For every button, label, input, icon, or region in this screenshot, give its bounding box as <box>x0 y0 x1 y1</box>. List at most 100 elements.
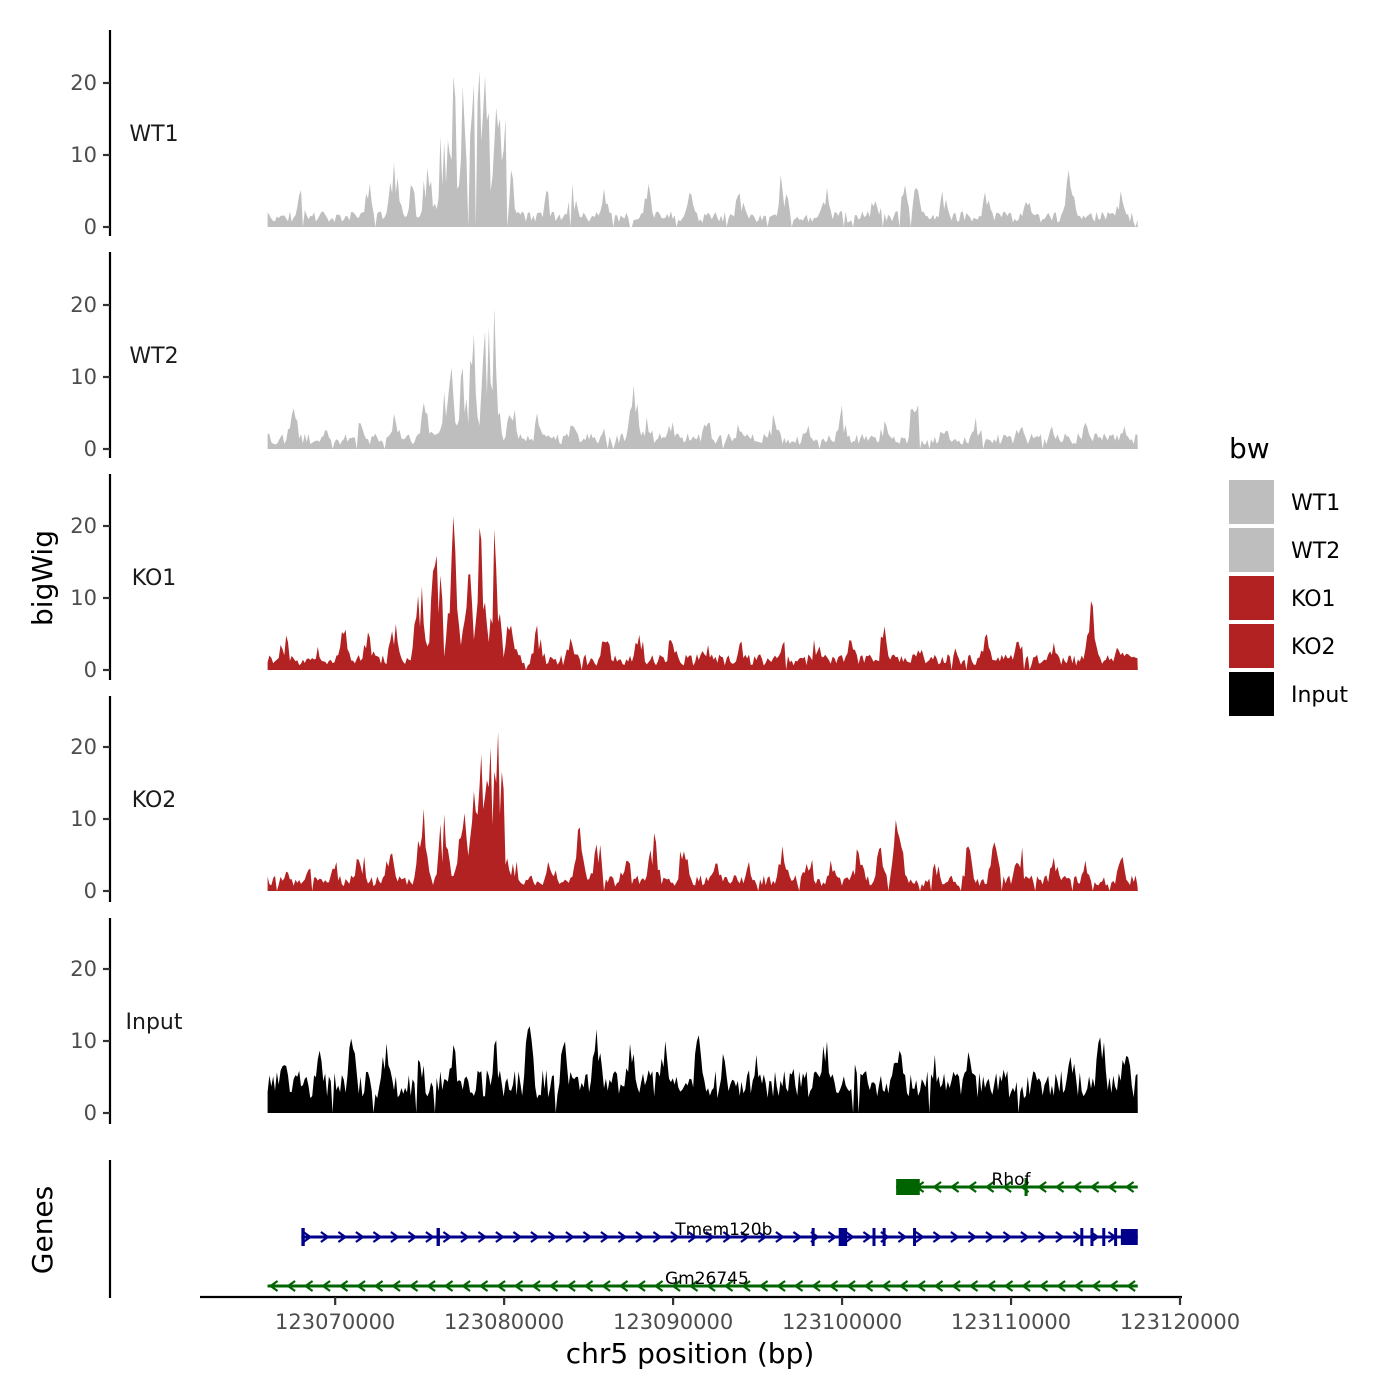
legend-swatch-wt1 <box>1229 480 1274 524</box>
legend-swatch-ko1 <box>1229 576 1274 620</box>
strand-arrow-gm26745 <box>566 1280 576 1292</box>
strand-arrow-rhof <box>932 1181 942 1193</box>
track-input: 0 10 20 Input <box>70 918 1138 1125</box>
y-tick-label-input-20: 20 <box>70 957 97 981</box>
track-label-wt1: WT1 <box>129 122 178 147</box>
strand-arrow-gm26745 <box>846 1280 856 1292</box>
strand-arrow-rhof <box>984 1181 995 1193</box>
x-tick-label-123070000: 123070000 <box>275 1310 395 1334</box>
strand-arrow-gm26745 <box>916 1280 926 1292</box>
strand-arrow-tmem120b <box>670 1231 680 1243</box>
strand-arrow-gm26745 <box>601 1280 611 1292</box>
strand-arrow-rhof <box>1124 1181 1135 1193</box>
y-tick-label-ko1-20: 20 <box>70 514 97 538</box>
strand-arrow-gm26745 <box>338 1280 349 1292</box>
legend-swatch-wt2 <box>1229 528 1274 572</box>
coverage-tracks: 0 10 20 WT1 0 10 20 WT2 0 10 20 KO1 0 10 20 KO2 0 10 20 Inp… <box>70 30 1138 1125</box>
y-tick-label-wt1-0: 0 <box>84 215 97 239</box>
coverage-area-input <box>267 1026 1138 1113</box>
strand-arrow-tmem120b <box>915 1231 925 1243</box>
y-axis-title: bigWig <box>26 530 59 626</box>
strand-arrow-gm26745 <box>321 1280 331 1292</box>
strand-arrow-gm26745 <box>618 1280 629 1292</box>
strand-arrow-tmem120b <box>967 1231 978 1243</box>
coverage-area-ko1 <box>267 516 1138 670</box>
track-ko1: 0 10 20 KO1 <box>70 474 1138 682</box>
strand-arrow-tmem120b <box>530 1231 540 1243</box>
strand-arrow-gm26745 <box>811 1280 821 1292</box>
strand-arrow-tmem120b <box>547 1231 558 1243</box>
strand-arrow-tmem120b <box>407 1231 418 1243</box>
strand-arrow-gm26745 <box>1021 1280 1031 1292</box>
y-tick-label-input-0: 0 <box>84 1101 97 1125</box>
strand-arrow-tmem120b <box>355 1231 365 1243</box>
y-tick-label-ko2-0: 0 <box>84 879 97 903</box>
strand-arrow-tmem120b <box>302 1231 313 1243</box>
strand-arrow-tmem120b <box>390 1231 400 1243</box>
exon-rhof-1 <box>1024 1178 1028 1196</box>
strand-arrow-tmem120b <box>827 1231 838 1243</box>
x-tick-label-123090000: 123090000 <box>613 1310 733 1334</box>
strand-arrow-gm26745 <box>671 1280 681 1292</box>
strand-arrow-gm26745 <box>268 1280 279 1292</box>
strand-arrow-tmem120b <box>425 1231 435 1243</box>
strand-arrow-tmem120b <box>495 1231 505 1243</box>
gene-tmem120b: Tmem120b <box>301 1220 1138 1246</box>
y-tick-label-input-10: 10 <box>70 1029 97 1053</box>
coverage-area-ko2 <box>267 731 1138 891</box>
exon-tmem120b-11 <box>1120 1229 1138 1245</box>
strand-arrow-rhof <box>1107 1181 1117 1193</box>
strand-arrow-tmem120b <box>932 1231 943 1243</box>
strand-arrow-gm26745 <box>688 1280 699 1292</box>
strand-arrow-tmem120b <box>950 1231 960 1243</box>
strand-arrow-tmem120b <box>1037 1231 1048 1243</box>
strand-arrow-gm26745 <box>1003 1280 1014 1292</box>
exon-tmem120b-8 <box>1090 1228 1094 1246</box>
strand-arrow-gm26745 <box>373 1280 384 1292</box>
exon-tmem120b-3 <box>838 1228 848 1246</box>
strand-arrow-gm26745 <box>636 1280 646 1292</box>
gene-label-rhof: Rhof <box>992 1170 1032 1190</box>
strand-arrow-gm26745 <box>1056 1280 1066 1292</box>
genes-axis-title: Genes <box>26 1186 59 1274</box>
strand-arrow-gm26745 <box>776 1280 786 1292</box>
track-wt1: 0 10 20 WT1 <box>70 30 1138 239</box>
y-tick-label-ko2-20: 20 <box>70 735 97 759</box>
strand-arrow-tmem120b <box>757 1231 768 1243</box>
strand-arrow-gm26745 <box>758 1280 769 1292</box>
strand-arrow-gm26745 <box>408 1280 419 1292</box>
strand-arrow-gm26745 <box>356 1280 366 1292</box>
track-label-input: Input <box>126 1010 183 1035</box>
strand-arrow-tmem120b <box>740 1231 750 1243</box>
coverage-area-wt1 <box>267 70 1138 228</box>
strand-arrow-gm26745 <box>653 1280 664 1292</box>
strand-arrow-tmem120b <box>460 1231 470 1243</box>
gene-gm26745: Gm26745 <box>267 1269 1138 1292</box>
strand-arrow-tmem120b <box>862 1231 873 1243</box>
y-tick-label-wt2-0: 0 <box>84 437 97 461</box>
strand-arrow-gm26745 <box>1126 1280 1136 1292</box>
strand-arrow-gm26745 <box>496 1280 506 1292</box>
strand-arrow-tmem120b <box>897 1231 908 1243</box>
strand-arrow-gm26745 <box>1091 1280 1101 1292</box>
coverage-area-wt2 <box>267 307 1138 449</box>
strand-arrow-gm26745 <box>1108 1280 1119 1292</box>
strand-arrow-gm26745 <box>881 1280 891 1292</box>
strand-arrow-tmem120b <box>600 1231 610 1243</box>
strand-arrow-gm26745 <box>443 1280 454 1292</box>
strand-arrow-gm26745 <box>391 1280 401 1292</box>
exon-tmem120b-4 <box>872 1228 876 1246</box>
exon-tmem120b-5 <box>882 1228 886 1246</box>
y-tick-label-wt1-10: 10 <box>70 143 97 167</box>
strand-arrow-tmem120b <box>617 1231 628 1243</box>
exon-tmem120b-7 <box>1080 1228 1084 1246</box>
strand-arrow-tmem120b <box>1020 1231 1030 1243</box>
strand-arrow-tmem120b <box>512 1231 523 1243</box>
strand-arrow-gm26745 <box>793 1280 804 1292</box>
legend-label-wt2: WT2 <box>1291 539 1340 564</box>
track-label-wt2: WT2 <box>129 344 178 369</box>
exon-tmem120b-6 <box>913 1228 917 1246</box>
strand-arrow-tmem120b <box>337 1231 348 1243</box>
strand-arrow-tmem120b <box>320 1231 330 1243</box>
